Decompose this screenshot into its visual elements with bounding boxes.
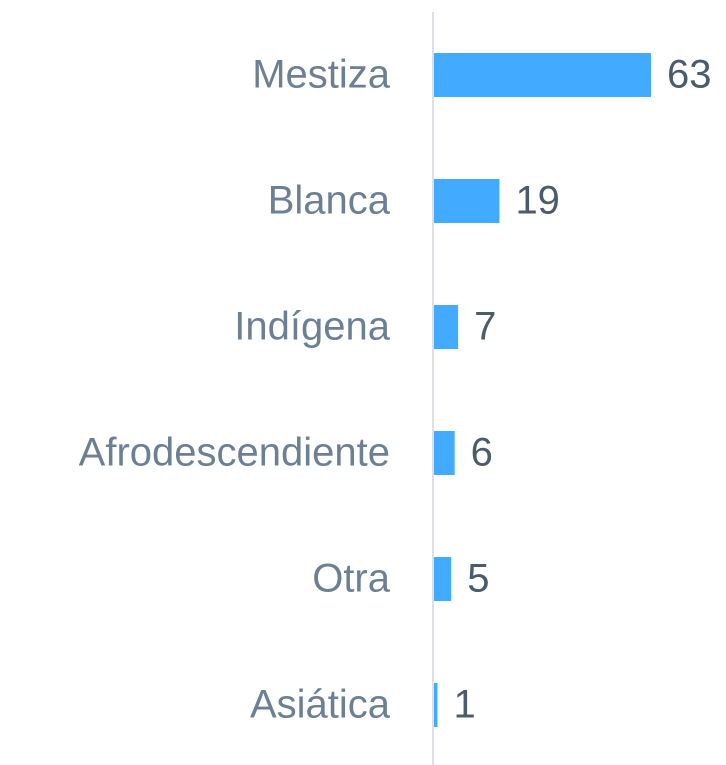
- value-label: 5: [467, 557, 489, 601]
- bar: [434, 53, 651, 97]
- category-label: Blanca: [268, 179, 391, 223]
- category-label: Otra: [312, 557, 391, 601]
- category-label: Indígena: [234, 305, 390, 349]
- value-label: 7: [474, 305, 496, 349]
- value-label: 19: [515, 179, 560, 223]
- bar: [434, 305, 459, 349]
- bar: [434, 179, 500, 223]
- bar: [434, 557, 452, 601]
- value-label: 1: [453, 683, 475, 727]
- category-label: Asiática: [250, 683, 391, 727]
- value-label: 6: [471, 431, 493, 475]
- category-label: Mestiza: [252, 53, 391, 97]
- value-label: 63: [667, 53, 712, 97]
- bar: [434, 683, 438, 727]
- bar: [434, 431, 455, 475]
- category-label: Afrodescendiente: [79, 431, 390, 475]
